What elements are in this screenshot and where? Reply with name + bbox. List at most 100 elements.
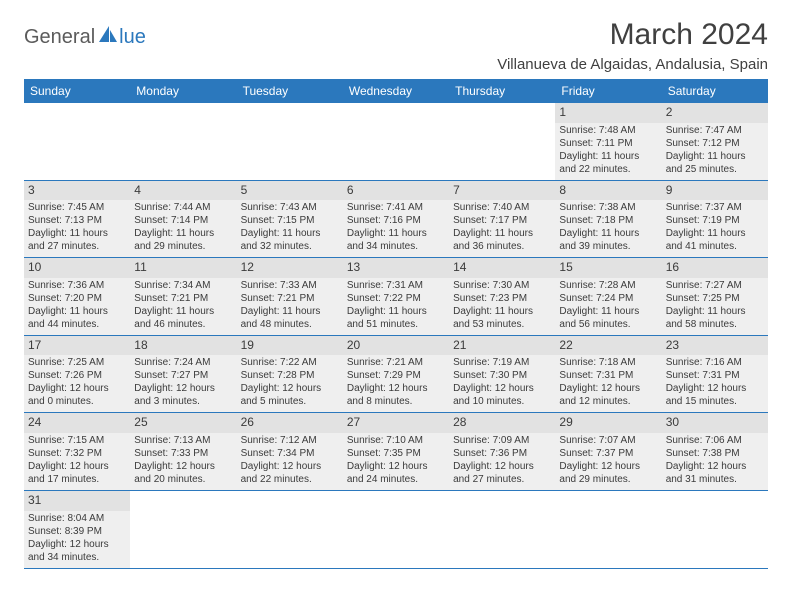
daylight-text: Daylight: 12 hours bbox=[666, 460, 764, 473]
day-number: 25 bbox=[130, 413, 236, 433]
sunset-text: Sunset: 7:29 PM bbox=[347, 369, 445, 382]
sunrise-text: Sunrise: 7:41 AM bbox=[347, 201, 445, 214]
daylight-text: Daylight: 11 hours bbox=[666, 305, 764, 318]
daylight-text: and 27 minutes. bbox=[453, 473, 551, 486]
daylight-text: Daylight: 12 hours bbox=[134, 460, 232, 473]
sunrise-text: Sunrise: 7:48 AM bbox=[559, 124, 657, 137]
calendar-cell: 12Sunrise: 7:33 AMSunset: 7:21 PMDayligh… bbox=[237, 258, 343, 336]
sunrise-text: Sunrise: 7:33 AM bbox=[241, 279, 339, 292]
weekday-header: Saturday bbox=[662, 79, 768, 103]
day-number: 1 bbox=[555, 103, 661, 123]
calendar-cell: 17Sunrise: 7:25 AMSunset: 7:26 PMDayligh… bbox=[24, 335, 130, 413]
sunset-text: Sunset: 7:20 PM bbox=[28, 292, 126, 305]
sunrise-text: Sunrise: 7:34 AM bbox=[134, 279, 232, 292]
sunrise-text: Sunrise: 7:07 AM bbox=[559, 434, 657, 447]
sunrise-text: Sunrise: 7:28 AM bbox=[559, 279, 657, 292]
daylight-text: Daylight: 11 hours bbox=[666, 150, 764, 163]
sunrise-text: Sunrise: 7:09 AM bbox=[453, 434, 551, 447]
sunrise-text: Sunrise: 7:31 AM bbox=[347, 279, 445, 292]
calendar-row: 31Sunrise: 8:04 AMSunset: 8:39 PMDayligh… bbox=[24, 490, 768, 568]
daylight-text: and 10 minutes. bbox=[453, 395, 551, 408]
weekday-header: Monday bbox=[130, 79, 236, 103]
daylight-text: and 29 minutes. bbox=[134, 240, 232, 253]
calendar-cell bbox=[130, 490, 236, 568]
sunset-text: Sunset: 7:22 PM bbox=[347, 292, 445, 305]
logo: General lue bbox=[24, 24, 146, 51]
day-number: 14 bbox=[449, 258, 555, 278]
sunset-text: Sunset: 7:14 PM bbox=[134, 214, 232, 227]
daylight-text: Daylight: 12 hours bbox=[347, 460, 445, 473]
logo-text-general: General bbox=[24, 26, 95, 49]
sunrise-text: Sunrise: 7:40 AM bbox=[453, 201, 551, 214]
sunset-text: Sunset: 7:37 PM bbox=[559, 447, 657, 460]
calendar-table: Sunday Monday Tuesday Wednesday Thursday… bbox=[24, 79, 768, 569]
daylight-text: and 3 minutes. bbox=[134, 395, 232, 408]
sunrise-text: Sunrise: 7:45 AM bbox=[28, 201, 126, 214]
calendar-cell: 28Sunrise: 7:09 AMSunset: 7:36 PMDayligh… bbox=[449, 413, 555, 491]
daylight-text: Daylight: 11 hours bbox=[28, 305, 126, 318]
sunrise-text: Sunrise: 7:37 AM bbox=[666, 201, 764, 214]
sunset-text: Sunset: 7:26 PM bbox=[28, 369, 126, 382]
day-number: 27 bbox=[343, 413, 449, 433]
weekday-header-row: Sunday Monday Tuesday Wednesday Thursday… bbox=[24, 79, 768, 103]
sunset-text: Sunset: 7:15 PM bbox=[241, 214, 339, 227]
calendar-cell: 29Sunrise: 7:07 AMSunset: 7:37 PMDayligh… bbox=[555, 413, 661, 491]
sunrise-text: Sunrise: 7:44 AM bbox=[134, 201, 232, 214]
calendar-cell: 22Sunrise: 7:18 AMSunset: 7:31 PMDayligh… bbox=[555, 335, 661, 413]
calendar-cell bbox=[130, 103, 236, 180]
day-number: 29 bbox=[555, 413, 661, 433]
daylight-text: and 22 minutes. bbox=[559, 163, 657, 176]
daylight-text: Daylight: 12 hours bbox=[347, 382, 445, 395]
sunset-text: Sunset: 7:25 PM bbox=[666, 292, 764, 305]
calendar-cell: 4Sunrise: 7:44 AMSunset: 7:14 PMDaylight… bbox=[130, 180, 236, 258]
sunset-text: Sunset: 7:33 PM bbox=[134, 447, 232, 460]
sunrise-text: Sunrise: 7:06 AM bbox=[666, 434, 764, 447]
calendar-cell: 1Sunrise: 7:48 AMSunset: 7:11 PMDaylight… bbox=[555, 103, 661, 180]
daylight-text: Daylight: 12 hours bbox=[559, 460, 657, 473]
daylight-text: and 24 minutes. bbox=[347, 473, 445, 486]
day-number: 20 bbox=[343, 336, 449, 356]
sunrise-text: Sunrise: 7:30 AM bbox=[453, 279, 551, 292]
sunset-text: Sunset: 7:32 PM bbox=[28, 447, 126, 460]
daylight-text: Daylight: 12 hours bbox=[134, 382, 232, 395]
calendar-cell: 23Sunrise: 7:16 AMSunset: 7:31 PMDayligh… bbox=[662, 335, 768, 413]
calendar-cell bbox=[449, 490, 555, 568]
sunset-text: Sunset: 7:36 PM bbox=[453, 447, 551, 460]
calendar-cell bbox=[343, 103, 449, 180]
calendar-cell: 2Sunrise: 7:47 AMSunset: 7:12 PMDaylight… bbox=[662, 103, 768, 180]
sunset-text: Sunset: 7:30 PM bbox=[453, 369, 551, 382]
calendar-cell: 3Sunrise: 7:45 AMSunset: 7:13 PMDaylight… bbox=[24, 180, 130, 258]
daylight-text: and 48 minutes. bbox=[241, 318, 339, 331]
daylight-text: and 29 minutes. bbox=[559, 473, 657, 486]
day-number: 5 bbox=[237, 181, 343, 201]
calendar-cell: 27Sunrise: 7:10 AMSunset: 7:35 PMDayligh… bbox=[343, 413, 449, 491]
sunrise-text: Sunrise: 7:43 AM bbox=[241, 201, 339, 214]
sunrise-text: Sunrise: 7:18 AM bbox=[559, 356, 657, 369]
daylight-text: Daylight: 11 hours bbox=[559, 305, 657, 318]
sunset-text: Sunset: 7:35 PM bbox=[347, 447, 445, 460]
sunrise-text: Sunrise: 7:10 AM bbox=[347, 434, 445, 447]
calendar-cell: 19Sunrise: 7:22 AMSunset: 7:28 PMDayligh… bbox=[237, 335, 343, 413]
sunrise-text: Sunrise: 7:47 AM bbox=[666, 124, 764, 137]
weekday-header: Tuesday bbox=[237, 79, 343, 103]
calendar-cell: 26Sunrise: 7:12 AMSunset: 7:34 PMDayligh… bbox=[237, 413, 343, 491]
sunrise-text: Sunrise: 7:24 AM bbox=[134, 356, 232, 369]
calendar-row: 10Sunrise: 7:36 AMSunset: 7:20 PMDayligh… bbox=[24, 258, 768, 336]
daylight-text: Daylight: 12 hours bbox=[28, 460, 126, 473]
daylight-text: Daylight: 11 hours bbox=[666, 227, 764, 240]
sunset-text: Sunset: 7:34 PM bbox=[241, 447, 339, 460]
calendar-row: 1Sunrise: 7:48 AMSunset: 7:11 PMDaylight… bbox=[24, 103, 768, 180]
daylight-text: and 20 minutes. bbox=[134, 473, 232, 486]
daylight-text: and 17 minutes. bbox=[28, 473, 126, 486]
calendar-cell: 8Sunrise: 7:38 AMSunset: 7:18 PMDaylight… bbox=[555, 180, 661, 258]
day-number: 10 bbox=[24, 258, 130, 278]
calendar-cell: 6Sunrise: 7:41 AMSunset: 7:16 PMDaylight… bbox=[343, 180, 449, 258]
day-number: 31 bbox=[24, 491, 130, 511]
daylight-text: Daylight: 12 hours bbox=[28, 538, 126, 551]
daylight-text: and 5 minutes. bbox=[241, 395, 339, 408]
location-text: Villanueva de Algaidas, Andalusia, Spain bbox=[497, 56, 768, 73]
calendar-row: 24Sunrise: 7:15 AMSunset: 7:32 PMDayligh… bbox=[24, 413, 768, 491]
daylight-text: Daylight: 12 hours bbox=[559, 382, 657, 395]
day-number: 15 bbox=[555, 258, 661, 278]
daylight-text: and 31 minutes. bbox=[666, 473, 764, 486]
